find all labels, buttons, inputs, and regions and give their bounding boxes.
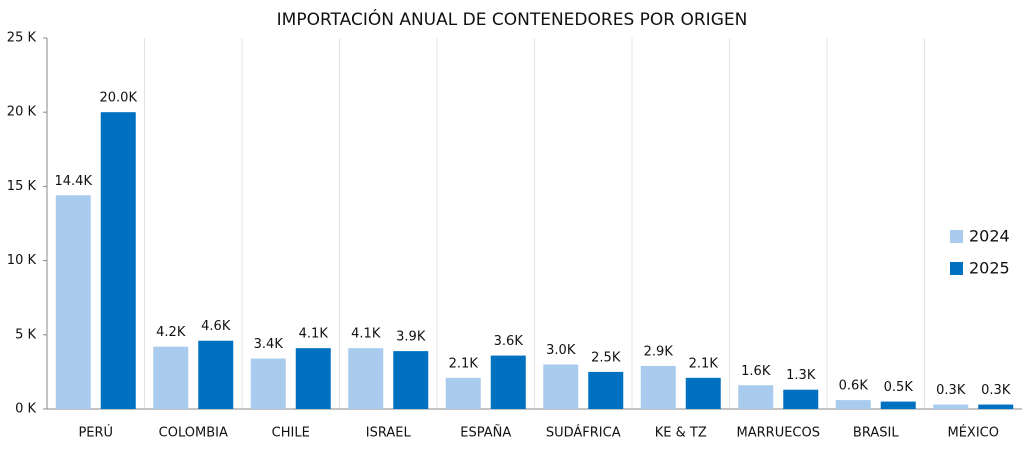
- data-label: 3.4K: [254, 337, 284, 352]
- data-label: 2.9K: [644, 344, 674, 359]
- bar: [783, 389, 819, 409]
- bar: [295, 348, 331, 409]
- legend-label: 2024: [969, 227, 1010, 246]
- data-label: 3.0K: [546, 343, 576, 358]
- bar: [880, 401, 916, 409]
- data-label: 2.5K: [591, 350, 621, 365]
- legend-swatch: [950, 262, 963, 275]
- y-tick-label: 20 K: [7, 105, 37, 120]
- chart-title: IMPORTACIÓN ANUAL DE CONTENEDORES POR OR…: [277, 8, 748, 30]
- y-tick-label: 5 K: [15, 327, 36, 342]
- legend-label: 2025: [969, 259, 1010, 278]
- data-label: 0.3K: [936, 383, 966, 398]
- bar: [348, 348, 384, 409]
- bar: [978, 404, 1014, 409]
- y-tick-label: 25 K: [7, 31, 37, 46]
- data-label: 3.9K: [396, 330, 426, 345]
- data-label: 14.4K: [55, 174, 93, 189]
- data-label: 0.5K: [884, 380, 914, 395]
- data-label: 3.6K: [494, 334, 524, 349]
- bar: [588, 371, 624, 409]
- x-tick-label: COLOMBIA: [159, 426, 228, 441]
- y-tick-label: 10 K: [7, 253, 37, 268]
- y-tick-label: 15 K: [7, 179, 37, 194]
- y-tick-label: 0 K: [15, 402, 36, 417]
- x-tick-label: ESPAÑA: [460, 425, 511, 441]
- bar: [640, 365, 676, 409]
- bar: [490, 355, 526, 409]
- bar: [543, 364, 579, 409]
- data-label: 2.1K: [449, 356, 479, 371]
- x-tick-label: MARRUECOS: [737, 426, 820, 441]
- data-label: 4.1K: [299, 327, 329, 342]
- legend-swatch: [950, 230, 963, 243]
- data-label: 4.1K: [351, 327, 381, 342]
- data-label: 0.3K: [981, 383, 1011, 398]
- data-label: 4.6K: [201, 319, 231, 334]
- x-tick-label: CHILE: [272, 426, 310, 441]
- data-label: 20.0K: [100, 91, 138, 106]
- bar: [153, 346, 189, 409]
- bar: [393, 351, 429, 409]
- x-tick-label: MÉXICO: [948, 425, 999, 441]
- x-tick-label: BRASIL: [853, 426, 899, 441]
- bar: [198, 340, 234, 409]
- data-label: 2.1K: [689, 356, 719, 371]
- bar: [835, 400, 871, 409]
- bar: [445, 377, 481, 409]
- bar: [933, 404, 969, 409]
- bar: [250, 358, 286, 409]
- x-tick-label: KE & TZ: [655, 426, 707, 441]
- bar: [100, 112, 136, 409]
- data-label: 4.2K: [156, 325, 186, 340]
- x-tick-label: ISRAEL: [366, 426, 412, 441]
- x-tick-label: SUDÁFRICA: [546, 425, 621, 441]
- data-label: 1.3K: [786, 368, 816, 383]
- data-label: 1.6K: [741, 364, 771, 379]
- bar: [55, 195, 91, 409]
- bar: [738, 385, 774, 409]
- bar: [685, 377, 721, 409]
- x-tick-label: PERÚ: [78, 425, 113, 441]
- data-label: 0.6K: [839, 379, 869, 394]
